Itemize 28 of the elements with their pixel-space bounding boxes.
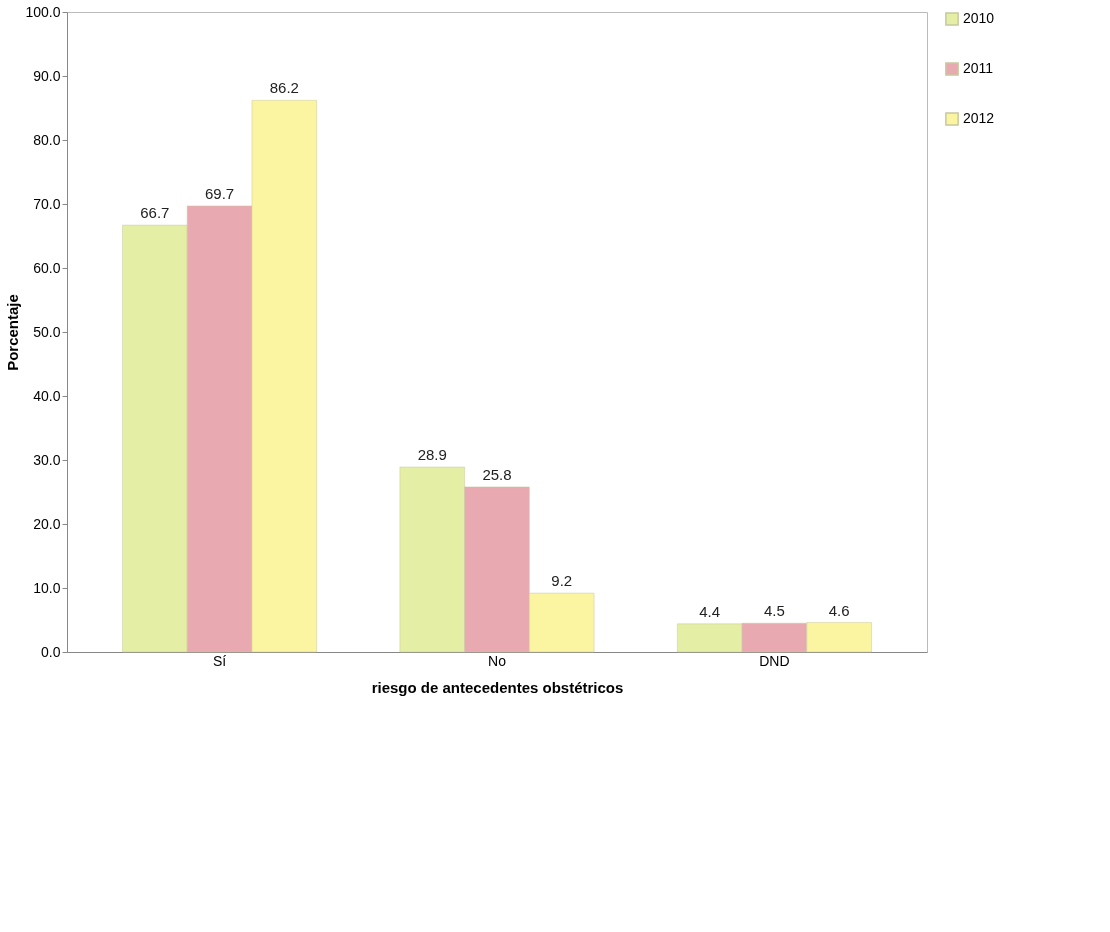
data-label: 4.6	[828, 601, 850, 619]
data-label: 86.2	[269, 79, 299, 97]
data-label: 25.8	[482, 465, 512, 483]
legend-label: 2011	[963, 60, 994, 76]
x-axis-title: riesgo de antecedentes obstétricos	[371, 678, 624, 696]
y-tick-label: 70.0	[33, 195, 61, 212]
x-tick-label: DND	[759, 652, 790, 669]
x-tick-label: Sí	[212, 652, 227, 669]
y-tick-label: 90.0	[33, 67, 61, 84]
y-tick-label: 60.0	[33, 259, 61, 276]
data-label: 9.2	[551, 572, 573, 590]
legend-label: 2010	[963, 10, 995, 26]
x-tick-label: No	[488, 652, 507, 669]
data-label: 28.9	[417, 446, 447, 464]
y-axis-title: Porcentaje	[4, 294, 22, 371]
y-tick-label: 100.0	[25, 3, 61, 20]
y-tick-label: 10.0	[33, 579, 61, 596]
data-label: 69.7	[204, 184, 235, 202]
y-tick-label: 40.0	[33, 387, 61, 404]
data-label: 4.5	[763, 602, 785, 620]
legend-label: 2012	[963, 110, 995, 126]
y-tick-label: 30.0	[33, 451, 61, 468]
y-tick-label: 80.0	[33, 131, 61, 148]
y-tick-label: 20.0	[33, 515, 61, 532]
data-label: 4.4	[699, 602, 721, 620]
y-tick-label: 50.0	[33, 323, 61, 340]
data-label: 66.7	[140, 204, 170, 222]
y-tick-label: 0.0	[41, 643, 61, 660]
